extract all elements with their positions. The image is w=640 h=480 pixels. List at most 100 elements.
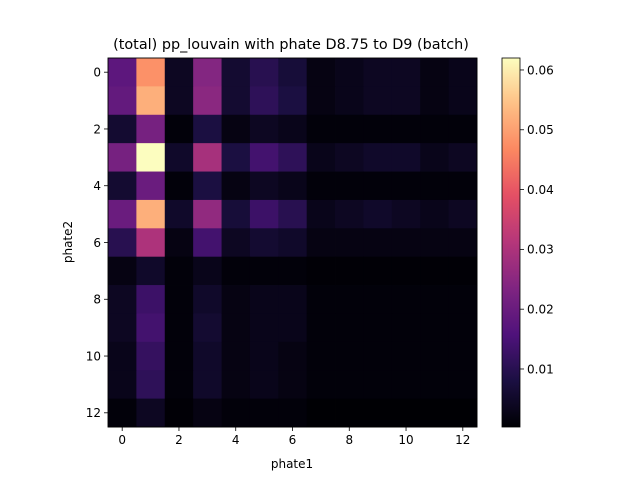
heatmap-cell [391, 114, 421, 144]
heatmap-cell [306, 228, 336, 258]
heatmap-cell [249, 199, 279, 229]
heatmap-cell [136, 114, 166, 144]
heatmap-cell [221, 341, 251, 371]
heatmap-cell [448, 114, 478, 144]
heatmap-cell [363, 114, 393, 144]
colorbar-ticks: 0.01 0.02 0.03 0.04 0.05 0.06 [520, 63, 554, 376]
heatmap-cell [164, 228, 194, 258]
heatmap-cell [363, 143, 393, 172]
heatmap-cell [420, 398, 450, 428]
heatmap-cell [193, 199, 222, 229]
heatmap-cell [278, 171, 308, 201]
heatmap-cell [278, 370, 308, 400]
heatmap-cell [420, 199, 450, 229]
heatmap-cell [136, 370, 166, 400]
heatmap-cell [249, 171, 279, 201]
heatmap-cell [335, 341, 364, 371]
colorbar-tick-label: 0.02 [527, 302, 554, 316]
heatmap-cell [221, 313, 251, 343]
heatmap-cell [278, 256, 308, 286]
heatmap-cell [193, 171, 222, 201]
heatmap-cell [164, 313, 194, 343]
heatmap-cell [363, 58, 393, 87]
heatmap-cell [164, 86, 194, 116]
heatmap-cell [306, 58, 336, 87]
heatmap-cell [249, 285, 279, 314]
y-tick-label: 4 [93, 179, 101, 193]
heatmap-cell [306, 86, 336, 116]
heatmap-cell [278, 58, 308, 87]
y-axis-label: phate2 [61, 221, 75, 263]
heatmap-cell [363, 398, 393, 428]
heatmap-cell [391, 228, 421, 258]
heatmap-cell [221, 285, 251, 314]
heatmap-cell [249, 143, 279, 172]
heatmap-cell [108, 256, 137, 286]
heatmap-cell [221, 370, 251, 400]
heatmap-cell [335, 86, 364, 116]
heatmap-cell [249, 341, 279, 371]
heatmap-cell [278, 143, 308, 172]
heatmap-cell [363, 256, 393, 286]
heatmap-cell [164, 114, 194, 144]
heatmap-cell [108, 86, 137, 116]
heatmap-cell [363, 313, 393, 343]
heatmap-cell [249, 370, 279, 400]
heatmap-cell [108, 398, 137, 428]
y-tick-label: 12 [86, 406, 101, 420]
heatmap-cell [221, 58, 251, 87]
heatmap-cell [448, 285, 478, 314]
heatmap-cell [278, 398, 308, 428]
x-axis-label: phate1 [271, 457, 313, 471]
heatmap-cell [221, 256, 251, 286]
heatmap-cell [420, 114, 450, 144]
heatmap-cell [391, 58, 421, 87]
heatmap-cell [108, 285, 137, 314]
heatmap-cell [136, 143, 166, 172]
heatmap-cell [193, 341, 222, 371]
heatmap-cell [335, 199, 364, 229]
heatmap-cell [136, 171, 166, 201]
heatmap-cell [420, 58, 450, 87]
heatmap-cell [306, 171, 336, 201]
heatmap-cells [108, 58, 478, 428]
colorbar-tick-label: 0.05 [527, 123, 554, 137]
heatmap-cell [278, 313, 308, 343]
heatmap-cell [249, 398, 279, 428]
heatmap-cell [164, 398, 194, 428]
y-tick-label: 6 [93, 236, 101, 250]
heatmap-cell [221, 171, 251, 201]
x-tick-label: 2 [175, 433, 183, 447]
colorbar-tick-label: 0.01 [527, 362, 554, 376]
heatmap-cell [448, 171, 478, 201]
heatmap-cell [420, 313, 450, 343]
heatmap-cell [391, 313, 421, 343]
y-tick-label: 10 [86, 349, 101, 363]
heatmap-cell [335, 143, 364, 172]
heatmap-cell [306, 285, 336, 314]
heatmap-cell [278, 114, 308, 144]
heatmap-cell [420, 285, 450, 314]
heatmap-cell [136, 256, 166, 286]
heatmap-cell [448, 370, 478, 400]
heatmap-cell [221, 228, 251, 258]
heatmap-cell [108, 228, 137, 258]
heatmap-cell [448, 341, 478, 371]
heatmap-cell [278, 199, 308, 229]
x-tick-label: 12 [455, 433, 470, 447]
heatmap-cell [193, 398, 222, 428]
heatmap-cell [193, 370, 222, 400]
heatmap-cell [108, 171, 137, 201]
heatmap-cell [363, 341, 393, 371]
heatmap-cell [448, 86, 478, 116]
heatmap-cell [278, 228, 308, 258]
heatmap-cell [391, 143, 421, 172]
heatmap-cell [391, 199, 421, 229]
heatmap-cell [136, 228, 166, 258]
heatmap-cell [164, 58, 194, 87]
heatmap-cell [193, 256, 222, 286]
x-axis-ticks: 0 2 4 6 8 10 12 [118, 427, 470, 447]
heatmap-cell [136, 285, 166, 314]
x-tick-label: 6 [289, 433, 297, 447]
